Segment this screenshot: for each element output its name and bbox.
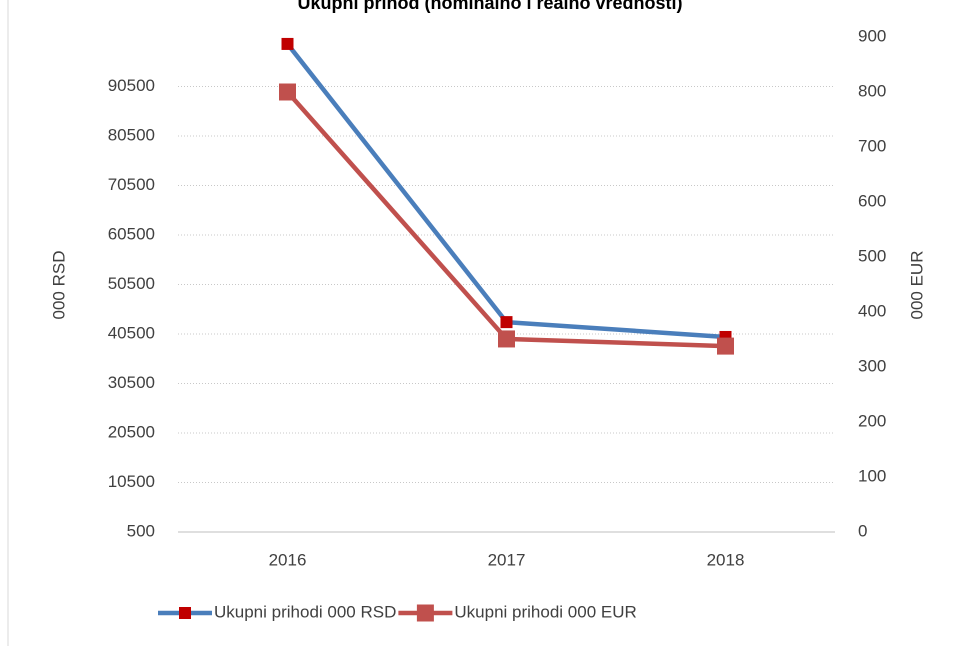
legend-marker <box>179 607 191 619</box>
marker <box>279 83 296 101</box>
y2-tick-label: 900 <box>858 26 886 45</box>
y-tick-label: 10500 <box>108 472 155 491</box>
legend-label: Ukupni prihodi 000 EUR <box>454 602 636 621</box>
x-tick-label: 2018 <box>707 550 745 569</box>
x-tick-label: 2016 <box>269 550 307 569</box>
y2-tick-label: 400 <box>858 301 886 320</box>
y-tick-label: 90500 <box>108 76 155 95</box>
y-tick-label: 60500 <box>108 224 155 243</box>
y-tick-label: 70500 <box>108 175 155 194</box>
y2-tick-label: 300 <box>858 356 886 375</box>
chart-title: Ukupni prihod (nominalno i realno vredno… <box>297 0 682 13</box>
y2-tick-label: 500 <box>858 246 886 265</box>
y-axis-label: 000 RSD <box>49 251 68 320</box>
marker <box>500 316 513 329</box>
series-line <box>285 42 726 340</box>
y2-axis-label: 000 EUR <box>907 251 926 320</box>
legend-label: Ukupni prihodi 000 RSD <box>214 602 396 621</box>
y2-tick-label: 700 <box>858 136 886 155</box>
y-tick-label: 80500 <box>108 125 155 144</box>
y2-tick-label: 200 <box>858 411 886 430</box>
y2-tick-label: 600 <box>858 191 886 210</box>
y-tick-label: 30500 <box>108 373 155 392</box>
y2-tick-label: 800 <box>858 81 886 100</box>
y-tick-label: 50500 <box>108 274 155 293</box>
legend-marker <box>416 604 434 622</box>
y-tick-label: 500 <box>127 521 155 540</box>
marker <box>498 330 515 348</box>
y2-tick-label: 100 <box>858 466 886 485</box>
y-tick-label: 40500 <box>108 323 155 342</box>
x-tick-label: 2017 <box>488 550 526 569</box>
marker <box>281 37 294 50</box>
y-tick-label: 20500 <box>108 422 155 441</box>
marker <box>717 337 734 355</box>
y2-tick-label: 0 <box>858 521 867 540</box>
